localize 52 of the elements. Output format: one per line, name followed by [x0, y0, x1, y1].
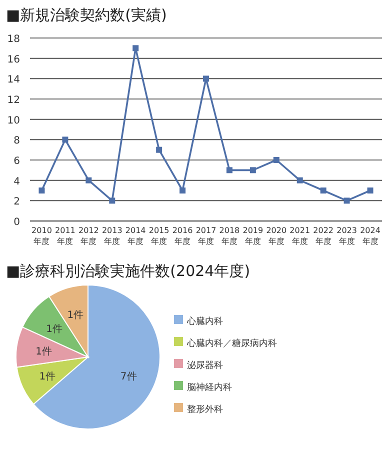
data-label: 1件: [67, 310, 84, 322]
x-tick-label: 2020 年度: [266, 226, 287, 246]
y-tick-label: 10: [7, 115, 20, 126]
point: [180, 188, 186, 194]
x-tick-label: 2010 年度: [32, 226, 52, 246]
point: [132, 45, 139, 52]
point: [156, 146, 162, 153]
y-tick-label: 0: [14, 217, 20, 228]
y-tick-label: 4: [14, 176, 20, 188]
x-tick-label: 2021 年度: [290, 226, 310, 246]
data-label: 1件: [39, 372, 56, 383]
y-tick-label: 2: [14, 196, 20, 208]
y-tick-label: 14: [7, 74, 20, 86]
x-tick-label: 2011 年度: [55, 226, 76, 246]
data-label: 1件: [46, 324, 62, 335]
x-tick-label: 2024 年度: [360, 226, 380, 246]
x-tick-label: 2017 年度: [196, 226, 216, 246]
x-tick-label: 2012 年度: [78, 226, 99, 246]
x-tick-label: 2015 年度: [148, 226, 170, 246]
legend-label: 心臓内科: [186, 316, 223, 327]
point: [250, 167, 256, 174]
x-tick-label: 2019 年度: [242, 226, 264, 246]
x-tick-label: 2014 年度: [125, 226, 146, 246]
chart-title: ■診療科別治験実施件数(2024年度): [6, 262, 250, 280]
point: [320, 188, 326, 194]
point: [86, 177, 92, 184]
legend-label: 泌尿器科: [187, 360, 223, 371]
point: [203, 76, 209, 82]
chart-title: ■新規治験契約数(実績): [6, 6, 167, 24]
data-label: 7件: [120, 372, 137, 383]
y-tick-label: 6: [14, 156, 20, 167]
x-tick-label: 2016 年度: [172, 226, 193, 246]
legend-label: 脳神経内科: [187, 382, 232, 393]
legend-label: 心臓内科／糖尿病内科: [186, 338, 277, 349]
point: [344, 198, 350, 204]
x-tick-label: 2022 年度: [313, 226, 334, 246]
point: [38, 188, 45, 194]
point: [62, 136, 68, 143]
y-tick-label: 12: [7, 95, 20, 106]
y-tick-label: 8: [14, 136, 20, 147]
x-tick-label: 2013 年度: [102, 226, 122, 246]
point: [273, 157, 280, 163]
point: [226, 167, 232, 174]
y-tick-label: 18: [7, 34, 20, 45]
y-tick-label: 16: [7, 54, 20, 66]
point: [367, 188, 374, 194]
x-tick-label: 2018 年度: [219, 226, 240, 246]
x-tick-label: 2023 年度: [336, 226, 357, 246]
data-label: 1件: [36, 346, 52, 358]
legend-label: 整形外科: [187, 404, 223, 415]
point: [109, 198, 116, 204]
point: [296, 177, 303, 184]
